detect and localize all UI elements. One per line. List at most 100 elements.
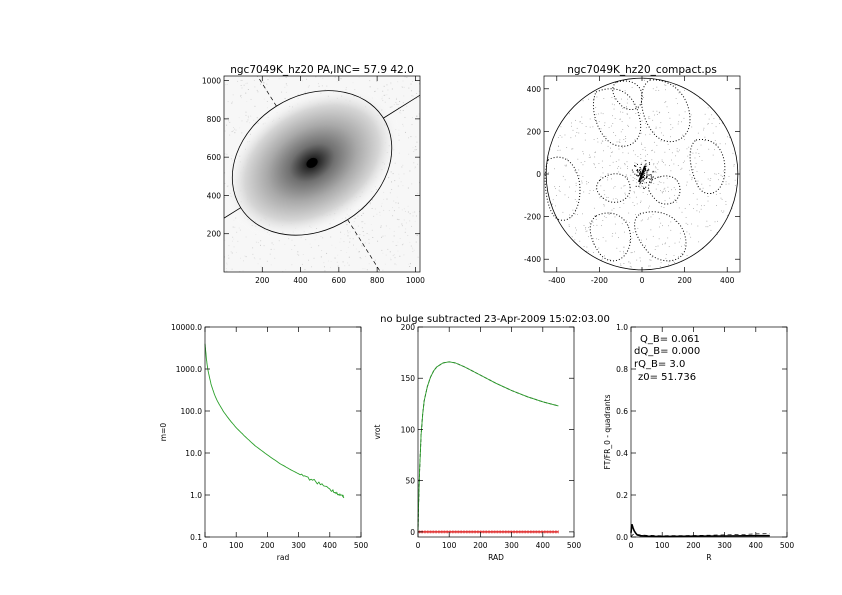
noise-pixel <box>335 247 337 249</box>
noise-pixel <box>249 122 251 124</box>
scatter-point <box>675 179 677 180</box>
noise-pixel <box>260 265 262 267</box>
scatter-point <box>626 102 628 104</box>
scatter-point <box>620 167 622 169</box>
noise-pixel <box>355 248 357 250</box>
scatter-point <box>722 170 724 172</box>
noise-pixel <box>339 241 341 243</box>
noise-pixel <box>381 96 383 98</box>
noise-pixel <box>284 243 286 245</box>
scatter-point <box>686 255 688 256</box>
scatter-point <box>698 241 700 243</box>
scatter-point <box>601 259 602 261</box>
nucleus-point <box>640 182 642 184</box>
contour-left <box>544 156 581 221</box>
scatter-point <box>596 224 598 226</box>
scatter-point <box>612 115 614 117</box>
scatter-point <box>660 122 662 124</box>
scatter-point <box>611 178 612 180</box>
image-frame <box>223 75 421 273</box>
scatter-point <box>694 166 696 168</box>
scatter-point <box>712 132 714 134</box>
scatter-point <box>569 186 570 188</box>
m0-frame <box>204 326 362 538</box>
dqb-annotation: dQ_B= 0.000 <box>634 346 700 357</box>
ft-fr-ytick-label: 0.2 <box>616 491 628 500</box>
nucleus-point <box>643 188 645 190</box>
noise-pixel <box>245 236 247 238</box>
noise-pixel <box>398 177 400 179</box>
scatter-point <box>665 89 666 91</box>
scatter-point <box>600 128 602 130</box>
scatter-point <box>713 118 715 120</box>
scatter-point <box>636 182 638 184</box>
noise-pixel <box>373 215 375 217</box>
scatter-point <box>622 147 624 149</box>
scatter-point <box>686 181 688 183</box>
nucleus-point <box>649 163 651 165</box>
scatter-point <box>626 113 628 115</box>
noise-pixel <box>386 198 388 200</box>
scatter-point <box>568 224 570 226</box>
noise-pixel <box>252 253 254 255</box>
noise-pixel <box>410 136 412 138</box>
scatter-point <box>697 180 699 182</box>
scatter-point <box>671 202 673 204</box>
noise-pixel <box>347 232 349 234</box>
noise-pixel <box>340 231 342 233</box>
nucleus-point <box>635 165 637 167</box>
scatter-point <box>551 203 553 205</box>
noise-pixel <box>407 187 409 189</box>
noise-pixel <box>315 234 317 236</box>
noise-pixel <box>410 83 412 85</box>
scatter-point <box>720 197 722 199</box>
scatter-point <box>708 118 710 120</box>
scatter-point <box>565 165 567 167</box>
noise-pixel <box>257 91 259 93</box>
nucleus-point <box>646 177 648 179</box>
noise-pixel <box>393 235 395 237</box>
noise-pixel <box>411 80 413 82</box>
nucleus-point <box>637 171 639 173</box>
noise-pixel <box>380 225 382 227</box>
noise-pixel <box>348 256 350 258</box>
noise-pixel <box>236 231 238 233</box>
scatter-point <box>710 193 712 194</box>
noise-pixel <box>403 208 405 210</box>
scatter-point <box>700 208 702 210</box>
scatter-point <box>569 113 570 115</box>
noise-pixel <box>317 83 319 85</box>
noise-pixel <box>340 78 342 80</box>
scatter-point <box>652 214 654 216</box>
noise-pixel <box>349 237 351 239</box>
noise-pixel <box>371 207 373 209</box>
noise-pixel <box>368 263 370 265</box>
noise-pixel <box>348 264 350 266</box>
scatter-point <box>649 265 651 267</box>
scatter-point <box>629 262 631 264</box>
scatter-point <box>568 226 570 227</box>
noise-pixel <box>409 170 411 172</box>
scatter-point <box>651 256 653 258</box>
noise-pixel <box>308 85 310 87</box>
scatter-point <box>598 121 600 123</box>
noise-pixel <box>413 150 415 152</box>
noise-pixel <box>383 198 385 200</box>
noise-pixel <box>246 100 248 102</box>
noise-pixel <box>285 76 287 78</box>
scatter-point <box>663 207 665 208</box>
scatter-point <box>630 266 632 268</box>
noise-pixel <box>246 121 248 123</box>
noise-pixel <box>243 84 245 86</box>
scatter-point <box>571 125 572 127</box>
scatter-point <box>583 246 585 247</box>
nucleus-point <box>649 181 651 183</box>
scatter-point <box>589 154 591 156</box>
header-note: no bulge subtracted 23-Apr-2009 15:02:03… <box>380 314 610 325</box>
nucleus-point <box>635 185 637 187</box>
scatter-point <box>629 240 631 241</box>
scatter-point <box>657 184 659 186</box>
scatter-point <box>674 85 676 87</box>
noise-pixel <box>417 256 419 258</box>
